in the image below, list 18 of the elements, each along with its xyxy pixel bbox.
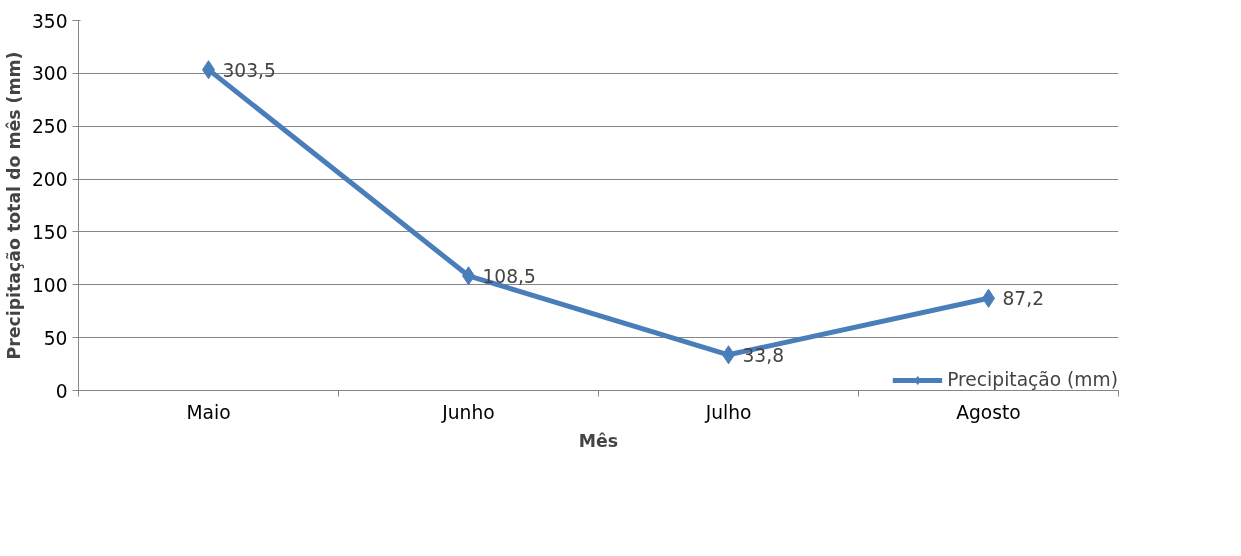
- x-tick-label: Julho: [704, 401, 752, 423]
- data-label: 108,5: [482, 265, 536, 287]
- y-tick-label: 250: [31, 116, 68, 138]
- y-tick-label: 150: [31, 221, 68, 243]
- x-axis-title: Mês: [578, 430, 619, 451]
- y-axis-title: Precipitação total do mês (mm): [3, 51, 24, 360]
- data-label: 33,8: [742, 344, 785, 366]
- x-tick-label: Junho: [441, 401, 495, 423]
- y-tick-label: 50: [43, 327, 68, 349]
- legend-label: Precipitação (mm): [947, 369, 1118, 390]
- y-tick-label: 100: [31, 274, 68, 296]
- x-tick-label: Agosto: [956, 401, 1021, 423]
- y-tick-label: 350: [31, 10, 68, 32]
- y-tick-label: 300: [31, 63, 68, 85]
- y-tick-label: 0: [55, 380, 68, 402]
- data-label: 87,2: [1002, 288, 1045, 310]
- x-tick-label: Maio: [186, 401, 231, 423]
- y-tick-label: 200: [31, 169, 68, 191]
